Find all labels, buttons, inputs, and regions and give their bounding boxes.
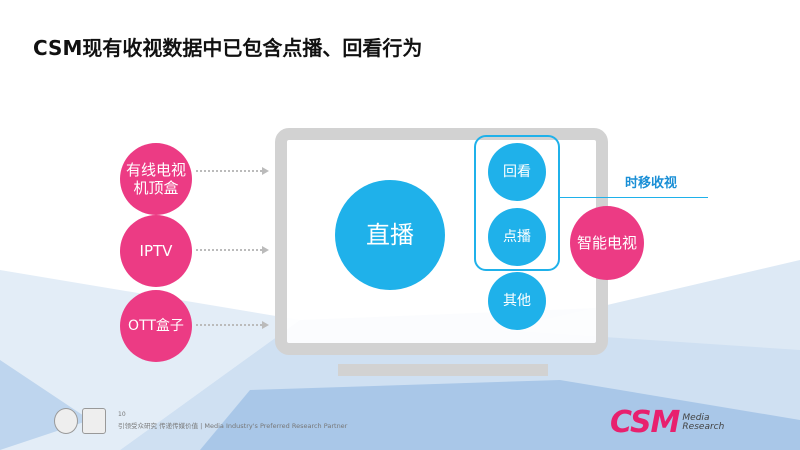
source-cable-stb: 有线电视机顶盒 (120, 143, 192, 215)
tv-stand (338, 364, 548, 376)
arrow-head-icon (262, 246, 269, 254)
certification-badge-icon (82, 408, 106, 434)
smart-tv-circle: 智能电视 (570, 206, 644, 280)
source-iptv: IPTV (120, 215, 192, 287)
csm-logo: CSM Media Research (610, 405, 725, 440)
time-shift-label: 时移收视 (625, 176, 678, 191)
other-circle: 其他 (488, 272, 546, 330)
time-shift-line (560, 197, 708, 198)
footer-slogan: 引领受众研究 传递传媒价值 | Media Industry's Preferr… (118, 422, 348, 430)
arrow-iptv (196, 249, 262, 251)
certification-badge-icon (54, 408, 78, 434)
arrow-head-icon (262, 167, 269, 175)
page-number: 10 (118, 411, 126, 418)
vod-circle: 点播 (488, 208, 546, 266)
source-ott-box: OTT盒子 (120, 290, 192, 362)
page-title: CSM现有收视数据中已包含点播、回看行为 (33, 36, 423, 60)
arrow-head-icon (262, 321, 269, 329)
live-circle: 直播 (335, 180, 445, 290)
replay-circle: 回看 (488, 143, 546, 201)
arrow-ott (196, 324, 262, 326)
time-shift-group (474, 135, 560, 271)
arrow-cable (196, 170, 262, 172)
